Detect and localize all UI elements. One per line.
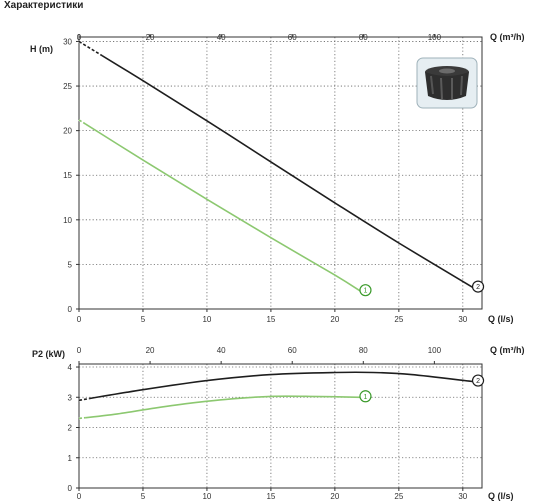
plot-frame [78,36,483,310]
bottom-tick-label: 10 [202,492,211,501]
series-line [78,119,361,292]
top-tick-label: 60 [288,33,297,42]
y-axis-label: H (m) [30,44,53,54]
x-bottom-axis-label: Q (l/s) [488,314,514,324]
series-marker-label: 1 [364,288,368,295]
y-tick-label: 3 [68,393,73,402]
series-dash [78,40,103,57]
y-axis-label: P2 (kW) [32,349,65,359]
series-marker [359,284,372,297]
bottom-tick-label: 5 [141,492,146,501]
bottom-tick-label: 15 [266,315,275,324]
x-top-axis-label: Q (m³/h) [490,32,525,42]
series-line [78,371,474,402]
y-tick-label: 25 [63,82,72,91]
top-tick-label: 80 [359,33,368,42]
bottom-tick-label: 30 [458,315,467,324]
x-bottom-axis-label: Q (l/s) [488,491,514,501]
series-marker-label: 2 [476,378,480,385]
page-title: Характеристики [4,0,84,11]
bottom-tick-label: 20 [330,492,339,501]
series-marker [471,374,485,387]
top-tick-label: 0 [77,346,82,355]
y-tick-label: 4 [68,363,73,372]
y-tick-label: 1 [68,454,73,463]
head-chart: 0 20 40 60 80 100 0 5 10 15 20 25 30 0 5 10 15 20 25 30 H (m… [30,32,525,324]
y-tick-label: 0 [68,305,73,314]
top-tick-label: 20 [146,346,155,355]
top-tick-label: 40 [217,33,226,42]
bottom-tick-label: 25 [394,315,403,324]
bottom-tick-label: 0 [77,492,82,501]
series-dash [78,416,86,420]
series-dash [78,397,90,402]
bottom-tick-label: 5 [141,315,146,324]
power-chart: 0 20 40 60 80 100 0 5 10 15 20 25 30 0 1 2 3 4P2 (kW) Q (m… [32,345,525,501]
top-tick-label: 100 [428,346,442,355]
y-tick-label: 20 [63,127,72,136]
bottom-tick-label: 15 [266,492,275,501]
top-tick-label: 80 [359,346,368,355]
top-tick-label: 40 [217,346,226,355]
top-tick-label: 0 [77,33,82,42]
series-line [78,40,474,289]
y-tick-label: 10 [63,216,72,225]
plot-frame [78,363,483,489]
series-marker-label: 1 [364,394,368,401]
series-dash [78,119,86,125]
y-tick-label: 5 [68,260,73,269]
top-tick-label: 100 [428,33,442,42]
bottom-tick-label: 10 [202,315,211,324]
pump-impeller-icon [416,57,478,109]
series-marker [471,280,485,293]
y-tick-label: 0 [68,484,73,493]
series-marker [359,390,372,403]
x-top-axis-label: Q (m³/h) [490,345,525,355]
series-marker-label: 2 [476,284,480,291]
y-tick-label: 15 [63,171,72,180]
series-line [78,395,361,420]
top-tick-label: 60 [288,346,297,355]
bottom-tick-label: 30 [458,492,467,501]
bottom-tick-label: 25 [394,492,403,501]
bottom-tick-label: 0 [77,315,82,324]
bottom-tick-label: 20 [330,315,339,324]
y-tick-label: 30 [63,37,72,46]
top-tick-label: 20 [146,33,155,42]
y-tick-label: 2 [68,424,73,433]
